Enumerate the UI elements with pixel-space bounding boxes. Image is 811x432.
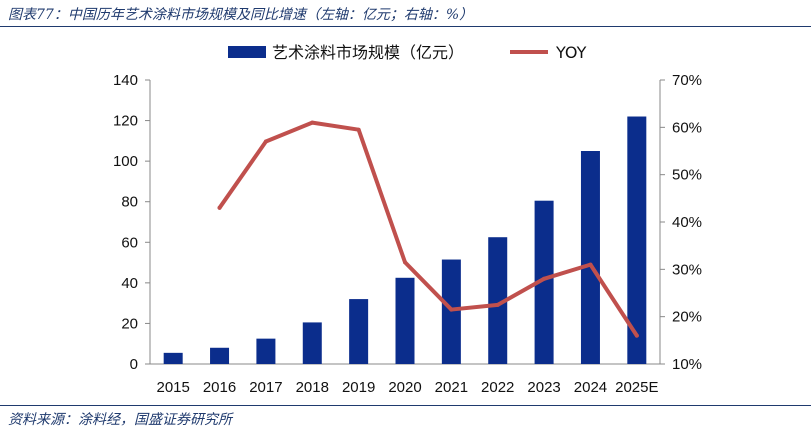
left-axis-tick-label: 60 bbox=[121, 234, 138, 251]
right-axis-tick-label: 20% bbox=[672, 309, 702, 326]
bar-2024 bbox=[580, 151, 600, 364]
yoy-point-2024 bbox=[588, 262, 593, 267]
right-axis-tick-label: 50% bbox=[672, 167, 702, 184]
right-axis-tick-label: 70% bbox=[672, 72, 702, 89]
x-axis-tick-label: 2017 bbox=[249, 379, 282, 396]
x-axis-tick-label: 2018 bbox=[296, 379, 329, 396]
legend-line-label: YOY bbox=[555, 43, 587, 62]
bar-2023 bbox=[534, 200, 554, 364]
legend: 艺术涂料市场规模（亿元） YOY bbox=[228, 43, 587, 62]
x-axis-tick-label: 2021 bbox=[435, 379, 468, 396]
axes: 0 20 40 60 80 100 120 140 10% 20% 30% 40% 50% 60% 70% 2… bbox=[113, 72, 702, 396]
legend-bar-swatch bbox=[228, 46, 266, 58]
x-axis-tick-label: 2015 bbox=[156, 379, 189, 396]
yoy-point-2020 bbox=[403, 260, 407, 265]
yoy-line-series bbox=[217, 120, 639, 338]
source-note: 资料来源：涂料经，国盛证券研究所 bbox=[8, 412, 232, 428]
yoy-point-2022 bbox=[495, 302, 500, 307]
x-axis-tick-label: 2024 bbox=[574, 379, 607, 396]
yoy-point-2016 bbox=[217, 205, 222, 210]
bar-2016 bbox=[210, 347, 230, 364]
left-axis-tick-label: 20 bbox=[121, 315, 138, 332]
top-divider bbox=[0, 26, 811, 27]
yoy-line bbox=[217, 120, 639, 338]
bar-series bbox=[163, 116, 647, 364]
yoy-point-2018 bbox=[310, 120, 315, 125]
x-axis-tick-label: 2016 bbox=[203, 379, 236, 396]
bar-2020 bbox=[395, 277, 415, 364]
right-axis-tick-label: 10% bbox=[672, 356, 702, 373]
left-axis-tick-label: 120 bbox=[113, 113, 138, 130]
chart-title: 图表77：中国历年艺术涂料市场规模及同比增速（左轴：亿元；右轴：%） bbox=[8, 7, 474, 23]
bar-2015 bbox=[163, 352, 183, 364]
yoy-point-2017 bbox=[263, 139, 268, 144]
x-axis-tick-label: 2022 bbox=[481, 379, 514, 396]
x-axis-tick-label: 2025E bbox=[615, 379, 658, 396]
right-axis-tick-label: 30% bbox=[672, 261, 702, 278]
bar-2018 bbox=[302, 322, 322, 364]
x-axis-tick-label: 2023 bbox=[527, 379, 560, 396]
left-axis-tick-label: 0 bbox=[130, 356, 138, 373]
bar-2025E bbox=[627, 116, 647, 364]
left-axis-tick-label: 80 bbox=[121, 194, 138, 211]
right-axis-tick-label: 60% bbox=[672, 119, 702, 136]
yoy-point-2021 bbox=[449, 307, 454, 312]
x-axis-tick-label: 2019 bbox=[342, 379, 375, 396]
bottom-divider bbox=[0, 405, 811, 406]
right-axis-tick-label: 40% bbox=[672, 214, 702, 231]
bar-2021 bbox=[441, 259, 461, 364]
left-axis-tick-label: 40 bbox=[121, 275, 138, 292]
legend-bar-label: 艺术涂料市场规模（亿元） bbox=[272, 43, 464, 62]
bar-2022 bbox=[488, 237, 508, 364]
yoy-point-2019 bbox=[356, 127, 361, 132]
bar-2019 bbox=[349, 299, 369, 364]
left-axis-tick-label: 140 bbox=[113, 72, 138, 89]
bar-2017 bbox=[256, 338, 276, 364]
yoy-point-2023 bbox=[542, 276, 547, 281]
x-axis-tick-label: 2020 bbox=[388, 379, 421, 396]
yoy-point-2025E bbox=[634, 333, 639, 338]
left-axis-tick-label: 100 bbox=[113, 153, 138, 170]
